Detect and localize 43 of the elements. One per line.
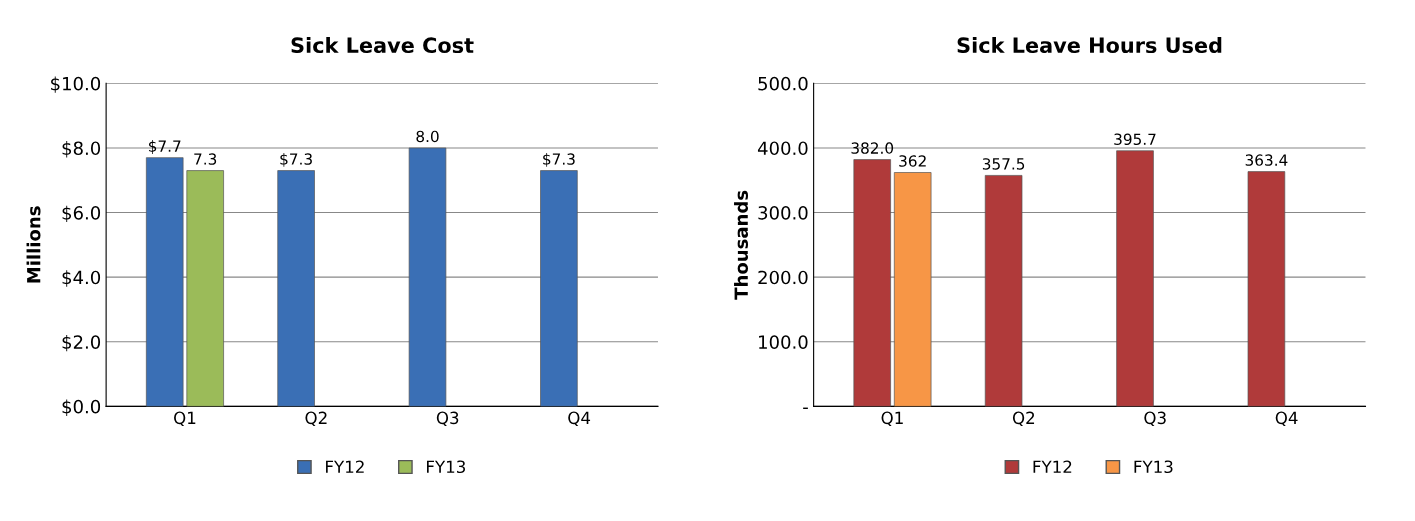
y-tick-label: $0.0 [62, 399, 101, 416]
data-label: 8.0 [416, 130, 439, 143]
y-axis-title: Thousands [734, 190, 749, 300]
data-label: 363.4 [1245, 154, 1288, 166]
data-label: 382.0 [851, 142, 894, 154]
legend-label: FY13 [1134, 460, 1173, 474]
x-tick-label: Q4 [1275, 411, 1298, 427]
y-tick-label: $6.0 [62, 205, 101, 223]
data-label: 362 [899, 155, 926, 167]
x-tick-label: Q2 [1012, 411, 1035, 427]
legend-label: FY13 [427, 460, 466, 474]
data-label: 395.7 [1114, 133, 1156, 145]
chart-title: Sick Leave Cost [291, 36, 474, 54]
bar [1116, 150, 1154, 407]
data-label: $7.3 [280, 153, 312, 167]
y-axis-title: Millions [26, 206, 41, 283]
y-tick-label: 200.0 [758, 270, 808, 285]
bar [1247, 171, 1286, 407]
x-tick-label: Q4 [568, 411, 591, 427]
y-tick-label: - [803, 407, 808, 410]
y-tick-label: 400.0 [757, 141, 808, 156]
y-tick-label: $10.0 [51, 76, 101, 93]
legend-label: FY12 [326, 460, 364, 473]
x-tick-label: Q3 [436, 411, 459, 427]
data-label: $7.7 [148, 140, 181, 154]
y-tick-label: 300.0 [758, 206, 808, 220]
y-tick-label: $4.0 [62, 270, 101, 287]
legend-label: FY12 [1033, 460, 1072, 473]
bar [853, 159, 891, 407]
x-tick-label: Q3 [1144, 411, 1166, 427]
bar [984, 175, 1023, 407]
data-label: 357.5 [982, 158, 1025, 170]
data-label: $7.3 [543, 153, 575, 167]
x-tick-label: Q2 [305, 411, 327, 427]
y-tick-label: $8.0 [62, 141, 101, 158]
x-tick-label: Q1 [174, 411, 196, 427]
bar [893, 172, 932, 407]
x-tick-label: Q1 [881, 411, 903, 427]
y-tick-label: 500.0 [758, 76, 808, 91]
y-tick-label: $2.0 [62, 334, 101, 352]
y-tick-label: 100.0 [759, 335, 808, 349]
chart-title: Sick Leave Hours Used [957, 36, 1222, 54]
data-label: 7.3 [194, 153, 217, 165]
